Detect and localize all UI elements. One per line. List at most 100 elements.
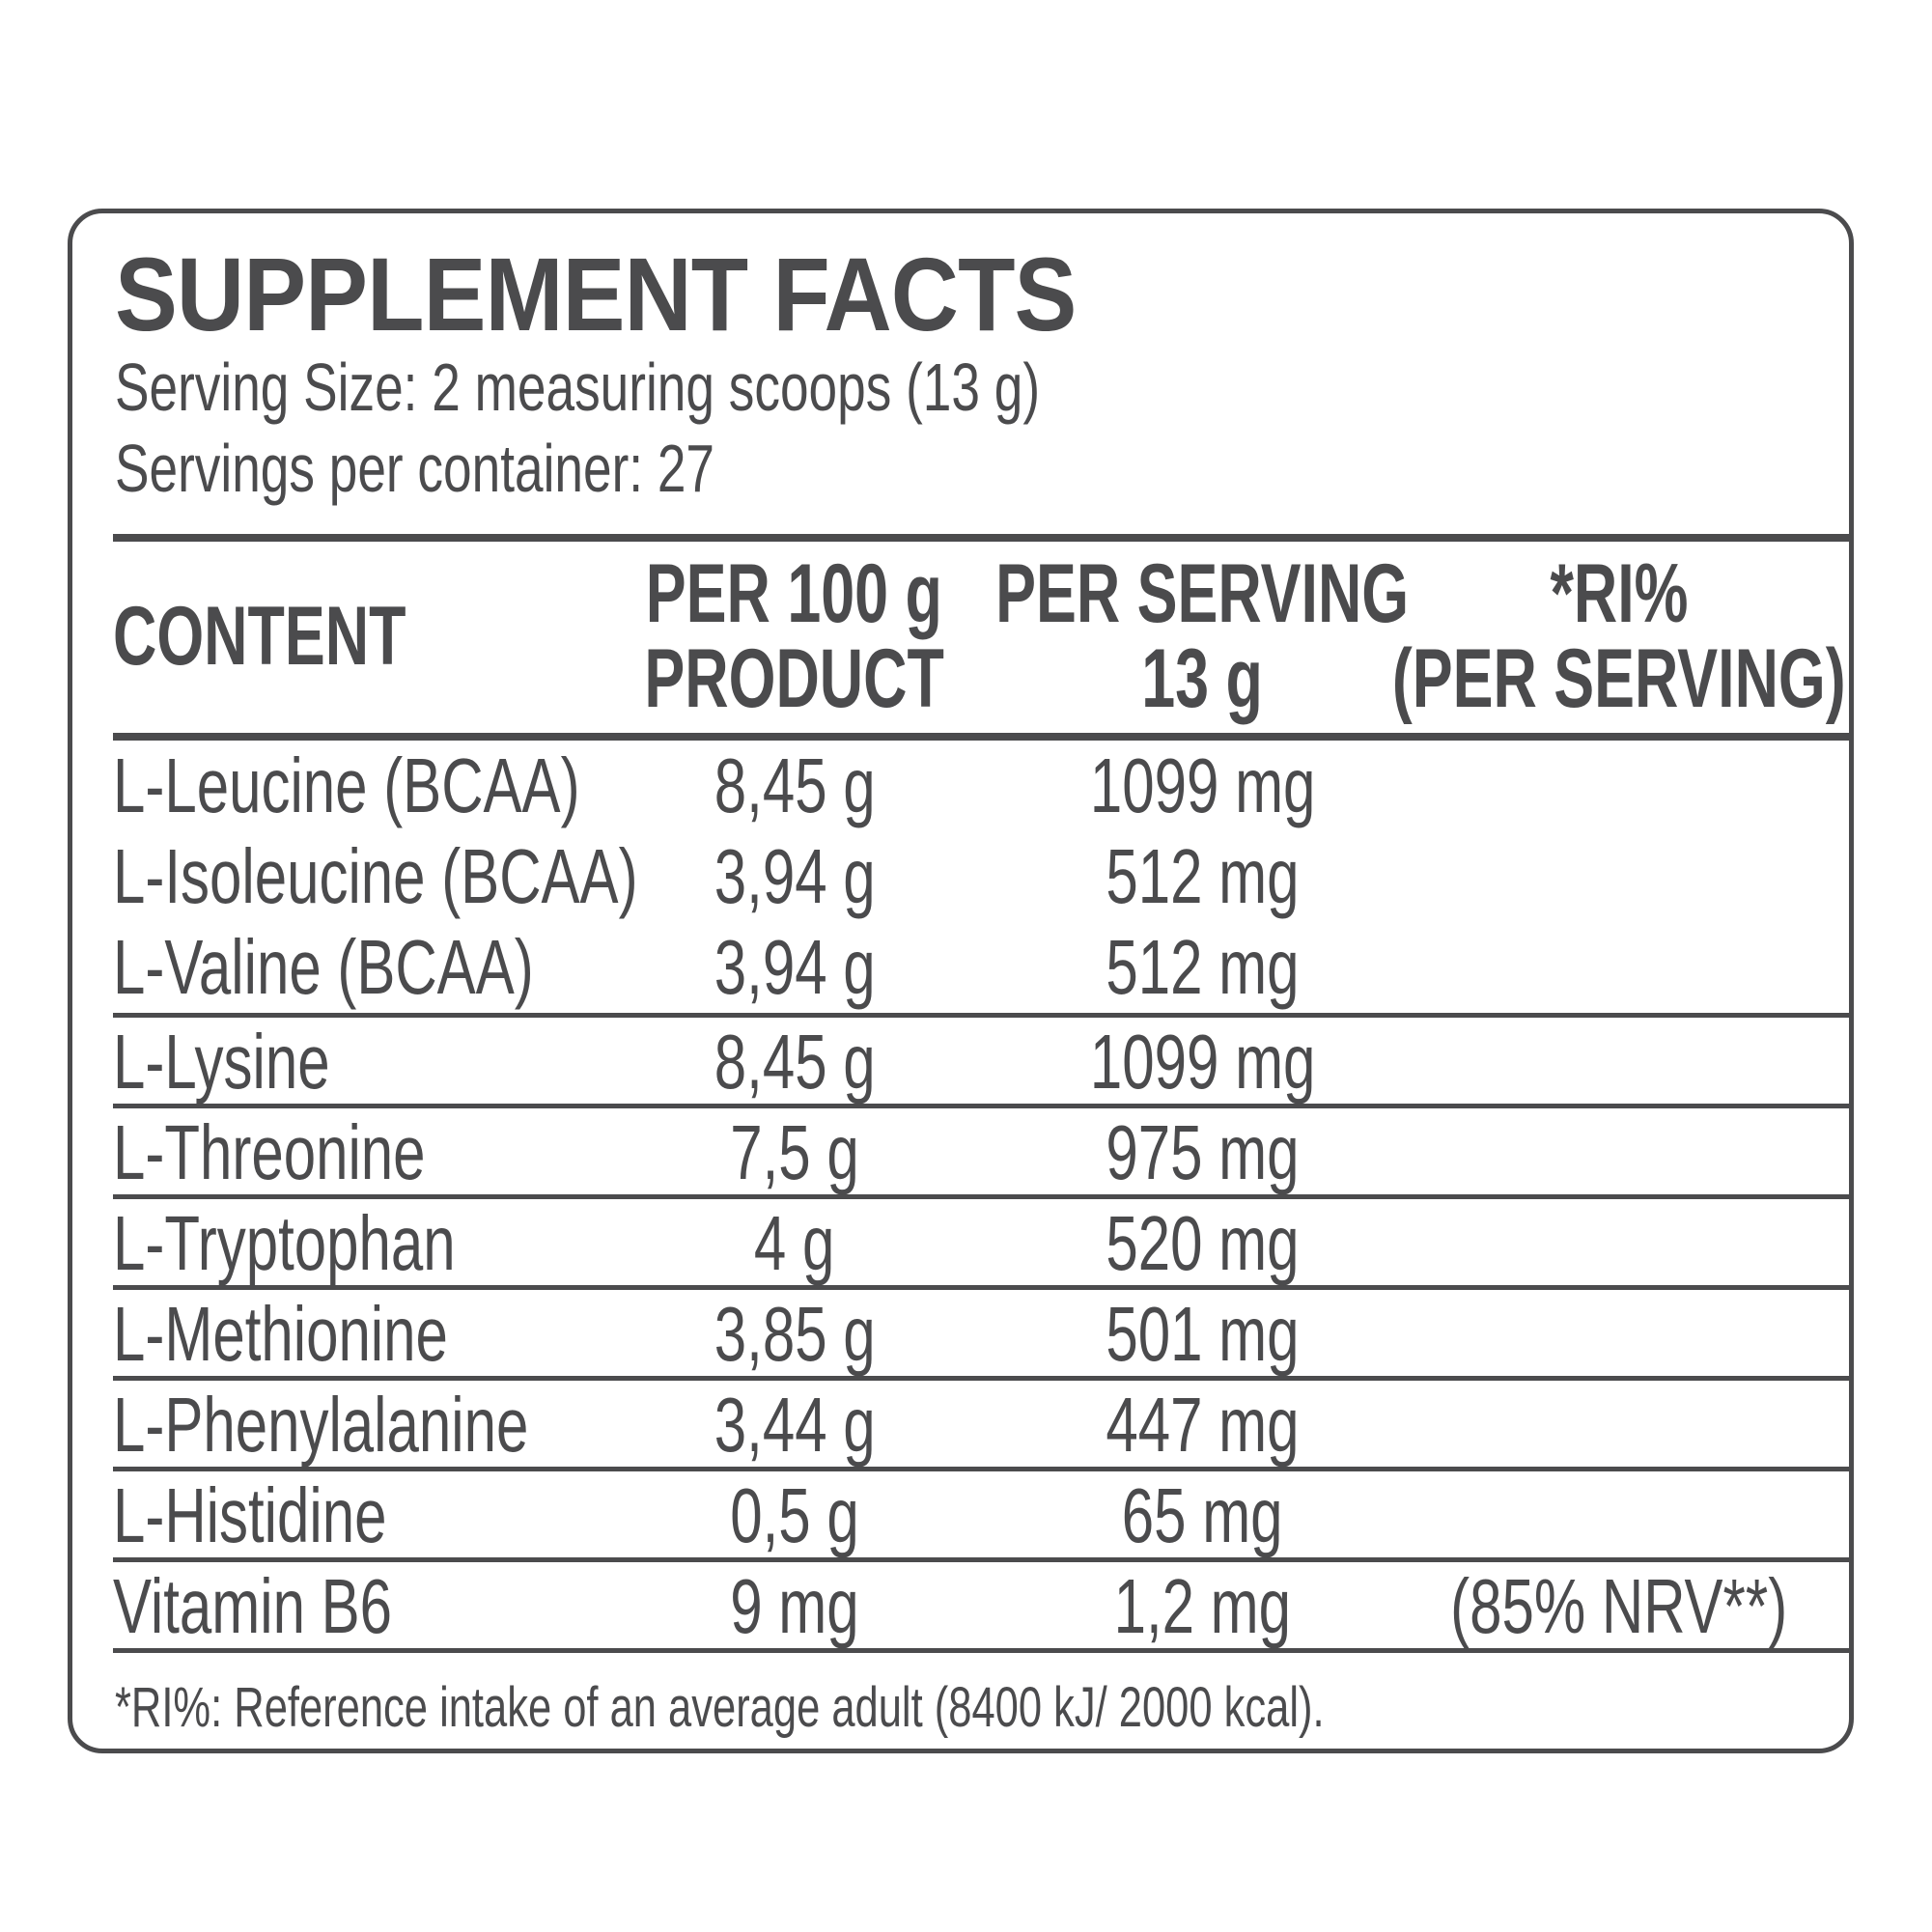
- table-header-row: CONTENT PER 100 g PRODUCT PER SERVING 13…: [113, 542, 1849, 733]
- row-per-100g-value-text: 0,5 g: [729, 1472, 859, 1558]
- table-row: Vitamin B6 9 mg 1,2 mg (85% NRV**): [113, 1557, 1849, 1651]
- row-name: L-Threonine: [113, 1108, 573, 1197]
- row-ri-value: [1389, 1199, 1849, 1288]
- row-ri-value: [1389, 741, 1849, 831]
- row-per-serving-value-text: 501 mg: [1106, 1291, 1300, 1377]
- row-per-serving-value: 1,2 mg: [1016, 1562, 1389, 1651]
- table-row: L-Valine (BCAA) 3,94 g 512 mg: [113, 922, 1849, 1013]
- row-ri-value-text: (85% NRV**): [1450, 1563, 1788, 1649]
- serving-size-line: Serving Size: 2 measuring scoops (13 g): [115, 347, 1849, 428]
- row-per-serving-value-text: 447 mg: [1106, 1382, 1300, 1468]
- page-title: SUPPLEMENT FACTS: [115, 242, 1849, 347]
- row-name: L-Methionine: [113, 1290, 573, 1379]
- row-per-serving-value: 447 mg: [1016, 1381, 1389, 1470]
- row-name-text: L-Tryptophan: [113, 1200, 456, 1286]
- row-per-100g-value-text: 3,85 g: [714, 1291, 876, 1377]
- row-per-serving-value: 1099 mg: [1016, 741, 1389, 831]
- row-ri-value: [1389, 1108, 1849, 1197]
- header-per-100g: PER 100 g PRODUCT: [573, 551, 1015, 721]
- row-ri-value: [1389, 1381, 1849, 1470]
- row-name: L-Valine (BCAA): [113, 922, 573, 1013]
- table-row: L-Phenylalanine 3,44 g 447 mg: [113, 1376, 1849, 1470]
- row-per-100g-value: 7,5 g: [573, 1108, 1015, 1197]
- row-per-serving-value: 512 mg: [1016, 922, 1389, 1013]
- row-name: L-Histidine: [113, 1471, 573, 1560]
- row-name-text: L-Isoleucine (BCAA): [113, 833, 638, 919]
- row-name: L-Leucine (BCAA): [113, 741, 580, 831]
- row-per-serving-value-text: 65 mg: [1121, 1472, 1283, 1558]
- header-top-rule: [113, 534, 1849, 542]
- row-name: L-Tryptophan: [113, 1199, 573, 1288]
- servings-per-container-text: Servings per container: 27: [115, 431, 715, 506]
- row-name-text: L-Leucine (BCAA): [113, 742, 580, 828]
- row-ri-value: (85% NRV**): [1389, 1562, 1849, 1651]
- row-per-serving-value-text: 512 mg: [1106, 924, 1300, 1010]
- supplement-facts-panel: SUPPLEMENT FACTS Serving Size: 2 measuri…: [68, 209, 1854, 1753]
- row-per-serving-value: 520 mg: [1016, 1199, 1389, 1288]
- row-per-serving-value-text: 975 mg: [1106, 1109, 1300, 1195]
- table-row: L-Histidine 0,5 g 65 mg: [113, 1467, 1849, 1560]
- row-per-100g-value-text: 8,45 g: [714, 742, 876, 828]
- table-row: L-Methionine 3,85 g 501 mg: [113, 1285, 1849, 1379]
- footnote: *RI%: Reference intake of an average adu…: [115, 1676, 1806, 1740]
- row-per-100g-value: 3,94 g: [573, 922, 1015, 1013]
- row-name: L-Phenylalanine: [113, 1381, 573, 1470]
- row-per-serving-value-text: 512 mg: [1106, 833, 1300, 919]
- table-row: L-Isoleucine (BCAA) 3,94 g 512 mg: [113, 831, 1849, 922]
- row-name: L-Isoleucine (BCAA): [113, 831, 638, 922]
- row-per-serving-value-text: 1099 mg: [1089, 742, 1315, 828]
- row-ri-value: [1389, 1018, 1849, 1106]
- row-per-serving-value: 975 mg: [1016, 1108, 1389, 1197]
- table-row: L-Lysine 8,45 g 1099 mg: [113, 1013, 1849, 1106]
- header-per-100g-line2: PRODUCT: [644, 632, 944, 725]
- row-per-100g-value-text: 3,94 g: [714, 924, 876, 1010]
- header-content-text: CONTENT: [113, 590, 406, 683]
- servings-per-container-line: Servings per container: 27: [115, 428, 1849, 509]
- header-ri-line1: *RI%: [1550, 547, 1689, 640]
- header-ri: *RI% (PER SERVING): [1389, 551, 1849, 721]
- row-per-serving-value: 65 mg: [1016, 1471, 1389, 1560]
- header-ri-line2: (PER SERVING): [1391, 632, 1846, 725]
- row-per-serving-value-text: 520 mg: [1106, 1200, 1300, 1286]
- row-per-serving-value: 501 mg: [1016, 1290, 1389, 1379]
- row-per-100g-value-text: 8,45 g: [714, 1019, 876, 1105]
- row-per-serving-value-text: 1099 mg: [1089, 1019, 1315, 1105]
- header-per-serving-line2: 13 g: [1141, 632, 1264, 725]
- row-name-text: Vitamin B6: [113, 1563, 393, 1649]
- row-per-100g-value-text: 3,94 g: [714, 833, 876, 919]
- table-bottom-rule: [113, 1648, 1849, 1653]
- row-per-100g-value: 0,5 g: [573, 1471, 1015, 1560]
- row-per-100g-value-text: 9 mg: [730, 1563, 859, 1649]
- table-body: L-Leucine (BCAA) 8,45 g 1099 mg L-Isoleucin…: [113, 741, 1849, 1651]
- row-per-100g-value: 9 mg: [573, 1562, 1015, 1651]
- table-row: L-Leucine (BCAA) 8,45 g 1099 mg: [113, 741, 1849, 831]
- row-per-100g-value-text: 7,5 g: [729, 1109, 859, 1195]
- row-per-100g-value: 4 g: [573, 1199, 1015, 1288]
- row-per-100g-value: 3,94 g: [573, 831, 1015, 922]
- row-per-100g-value: 3,85 g: [573, 1290, 1015, 1379]
- row-per-serving-value-text: 1,2 mg: [1113, 1563, 1291, 1649]
- table-row: L-Threonine 7,5 g 975 mg: [113, 1104, 1849, 1197]
- row-ri-value: [1389, 1290, 1849, 1379]
- row-name: Vitamin B6: [113, 1562, 573, 1651]
- row-name-text: L-Threonine: [113, 1109, 426, 1195]
- row-name: L-Lysine: [113, 1018, 573, 1106]
- table-row: L-Tryptophan 4 g 520 mg: [113, 1194, 1849, 1288]
- row-per-100g-value: 8,45 g: [573, 741, 1015, 831]
- row-name-text: L-Methionine: [113, 1291, 448, 1377]
- page-title-text: SUPPLEMENT FACTS: [115, 236, 1077, 352]
- header-per-100g-line1: PER 100 g: [646, 547, 943, 640]
- row-name-text: L-Lysine: [113, 1019, 330, 1105]
- header-per-serving: PER SERVING 13 g: [995, 551, 1409, 725]
- row-per-100g-value-text: 4 g: [753, 1200, 835, 1286]
- row-name-text: L-Histidine: [113, 1472, 387, 1558]
- header-per-serving-line1: PER SERVING: [995, 547, 1410, 640]
- row-per-100g-value-text: 3,44 g: [714, 1382, 876, 1468]
- row-per-serving-value: 512 mg: [1016, 831, 1389, 922]
- row-per-100g-value: 3,44 g: [573, 1381, 1015, 1470]
- footnote-text: *RI%: Reference intake of an average adu…: [115, 1676, 1325, 1739]
- header-bottom-rule: [113, 733, 1849, 741]
- row-name-text: L-Valine (BCAA): [113, 924, 534, 1010]
- row-per-serving-value: 1099 mg: [1016, 1018, 1389, 1106]
